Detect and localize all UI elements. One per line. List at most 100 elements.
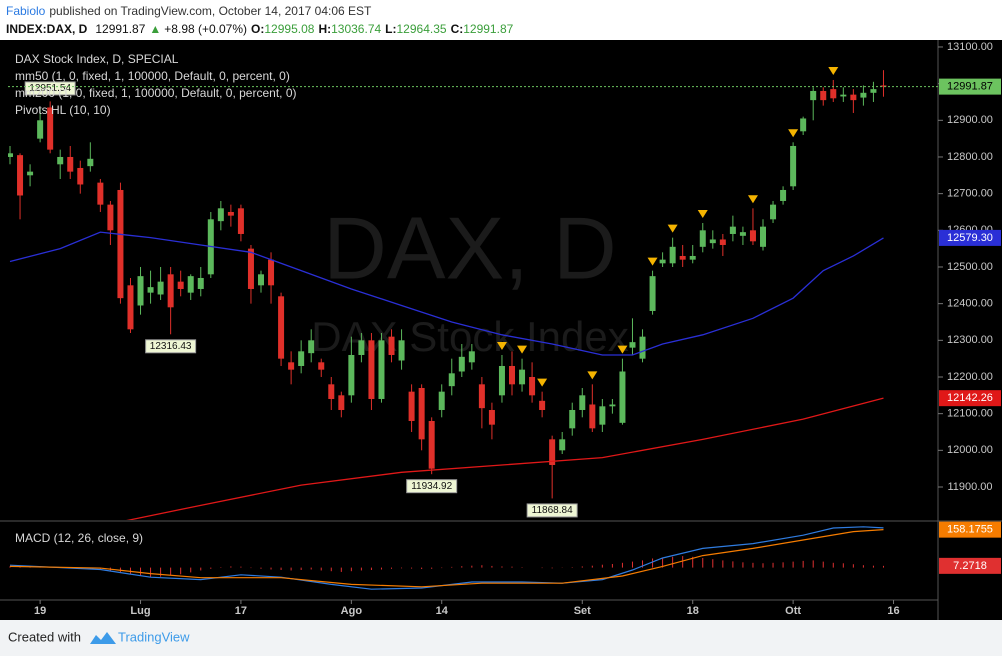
signal-marker bbox=[617, 345, 628, 354]
pivot-label-bg bbox=[526, 503, 578, 518]
footer-brand[interactable]: TradingView bbox=[118, 629, 190, 644]
candle-body bbox=[147, 287, 154, 293]
y-tick-label: 12300.00 bbox=[947, 334, 993, 346]
pivot-label-bg bbox=[406, 479, 458, 494]
author[interactable]: Fabiolo bbox=[6, 4, 46, 18]
x-tick-label: 16 bbox=[887, 605, 899, 617]
candle-body bbox=[187, 276, 194, 293]
candle-body bbox=[47, 107, 54, 150]
macd-tag-bg bbox=[939, 521, 1001, 538]
candle-body bbox=[167, 274, 174, 308]
macd-tag: 158.1755 bbox=[947, 524, 993, 536]
candle-body bbox=[288, 362, 295, 370]
signal-marker bbox=[697, 209, 708, 218]
candle-body bbox=[87, 158, 94, 167]
candle-body bbox=[67, 156, 74, 172]
candle-body bbox=[258, 274, 264, 286]
candle-body bbox=[529, 376, 536, 396]
candle-body bbox=[579, 395, 586, 410]
price-tag-bg bbox=[939, 78, 1001, 95]
macd-plot bbox=[9, 526, 884, 590]
candle-body bbox=[458, 356, 465, 372]
x-tick-label: 14 bbox=[436, 605, 449, 617]
pivot-label: 11868.84 bbox=[532, 505, 573, 516]
y-tick-label: 11900.00 bbox=[947, 481, 992, 493]
pivot-label: 11934.92 bbox=[411, 481, 452, 492]
candle-body bbox=[478, 384, 485, 409]
candle-body bbox=[268, 259, 275, 286]
candle-body bbox=[509, 365, 515, 385]
candle-body bbox=[448, 373, 455, 387]
candle-body bbox=[27, 171, 34, 176]
macd-tag-bg bbox=[939, 557, 1001, 574]
candle-body bbox=[689, 255, 696, 260]
candle-body bbox=[589, 404, 596, 429]
y-tick-label: 12800.00 bbox=[947, 151, 993, 163]
candle-body bbox=[609, 404, 616, 407]
symbol: INDEX:DAX, D bbox=[6, 22, 88, 36]
y-tick-label: 12900.00 bbox=[947, 114, 993, 126]
y-tick-label: 13100.00 bbox=[947, 41, 993, 53]
ohlc-value: 13036.74 bbox=[331, 22, 381, 36]
candle-body bbox=[8, 153, 13, 157]
signal-marker bbox=[496, 341, 507, 350]
candle-body bbox=[770, 204, 777, 220]
footer-text: Created with bbox=[8, 629, 81, 644]
x-tick-label: 19 bbox=[34, 605, 46, 617]
legend-entry: Pivots HL (10, 10) bbox=[15, 103, 111, 117]
candle-body bbox=[247, 248, 254, 289]
ohlc-key: O: bbox=[251, 22, 264, 36]
y-tick-label: 12400.00 bbox=[947, 298, 993, 310]
ohlc-key: L: bbox=[385, 22, 396, 36]
candle-body bbox=[699, 230, 706, 247]
candle-body bbox=[157, 281, 164, 295]
candle-body bbox=[57, 156, 64, 165]
signal-marker bbox=[587, 371, 598, 380]
candle-body bbox=[539, 400, 546, 410]
ohlc-key: H: bbox=[318, 22, 331, 36]
candle-body bbox=[760, 226, 766, 247]
candle-body bbox=[127, 285, 134, 330]
candle-body bbox=[629, 342, 636, 348]
candle-body bbox=[569, 409, 576, 429]
published: published on TradingView.com, October 14… bbox=[49, 4, 372, 18]
pivot-label-bg bbox=[145, 339, 197, 354]
candle-body bbox=[338, 395, 345, 410]
candle-body bbox=[117, 189, 124, 299]
candle-body bbox=[137, 276, 144, 306]
candle-body bbox=[468, 351, 475, 363]
candle-body bbox=[488, 409, 495, 425]
candle-body bbox=[298, 351, 305, 366]
candle-body bbox=[197, 277, 204, 289]
price-tag: 12579.30 bbox=[947, 232, 993, 244]
ohlc-value: 12964.35 bbox=[397, 22, 447, 36]
candle-body bbox=[428, 420, 435, 469]
candle-body bbox=[649, 276, 656, 311]
candle-body bbox=[850, 94, 857, 101]
y-tick-label: 12500.00 bbox=[947, 261, 993, 273]
candle-body bbox=[870, 89, 877, 93]
candle-body bbox=[77, 167, 84, 185]
candle-body bbox=[498, 365, 505, 396]
candle-body bbox=[308, 340, 315, 354]
price-tag: 12991.87 bbox=[947, 81, 993, 93]
y-tick-label: 12200.00 bbox=[947, 371, 993, 383]
candle-body bbox=[388, 336, 395, 355]
candle-body bbox=[709, 239, 716, 244]
x-tick-label: Lug bbox=[130, 605, 150, 617]
candle-body bbox=[880, 85, 887, 87]
header-bg bbox=[0, 0, 1002, 40]
candle-body bbox=[840, 94, 847, 97]
y-tick-label: 12100.00 bbox=[947, 408, 993, 420]
header-line: Fabiolo published on TradingView.com, Oct… bbox=[6, 4, 372, 18]
macd-line bbox=[9, 529, 884, 588]
candle-body bbox=[729, 226, 736, 234]
candle-body bbox=[780, 189, 787, 201]
candle-body bbox=[800, 118, 807, 132]
candle-body bbox=[97, 182, 104, 205]
last: 12991.87 bbox=[95, 22, 145, 36]
price-tag: 12142.26 bbox=[947, 392, 993, 404]
candle-body bbox=[749, 230, 756, 242]
